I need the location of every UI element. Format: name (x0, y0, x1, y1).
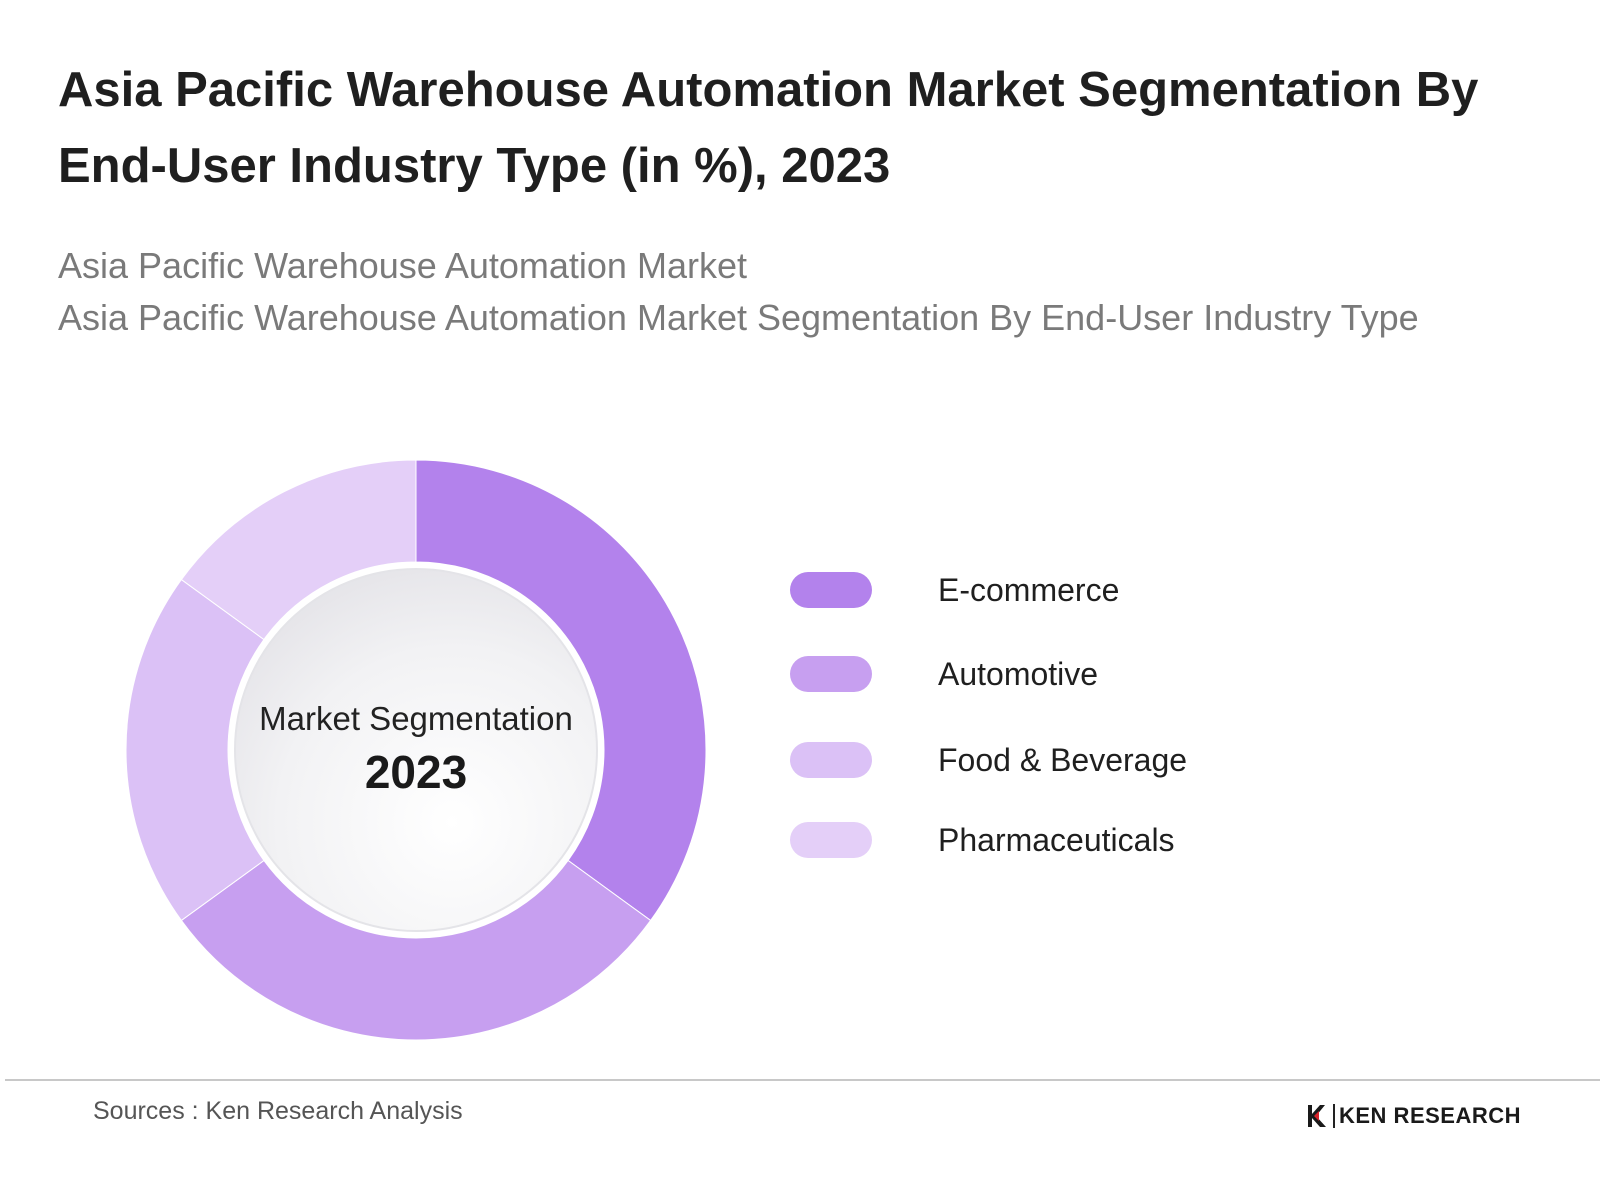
legend-label: Automotive (938, 656, 1099, 692)
subtitle-line-2: Asia Pacific Warehouse Automation Market… (58, 297, 1419, 338)
legend-item-food-beverage[interactable]: Food & Beverage (790, 740, 1390, 780)
legend-swatch (790, 656, 872, 692)
legend-item-automotive[interactable]: Automotive (790, 654, 1390, 694)
center-disc (234, 568, 598, 932)
legend-swatch (790, 822, 872, 858)
legend-swatch (790, 742, 872, 778)
source-note: Sources : Ken Research Analysis (93, 1097, 463, 1125)
center-label: Market Segmentation (259, 700, 573, 737)
footer-divider (5, 1079, 1600, 1081)
chart-subtitle: Asia Pacific Warehouse Automation Market… (58, 240, 1458, 344)
donut-slices (125, 459, 707, 1041)
legend-label: Pharmaceuticals (938, 822, 1175, 858)
center-year: 2023 (365, 746, 467, 798)
legend-item-pharmaceuticals[interactable]: Pharmaceuticals (790, 820, 1390, 860)
brand-logo: KEN RESEARCH (1305, 1098, 1521, 1134)
brand-separator (1333, 1104, 1335, 1128)
legend-item-e-commerce[interactable]: E-commerce (790, 570, 1390, 610)
subtitle-line-1: Asia Pacific Warehouse Automation Market (58, 245, 747, 286)
legend-label: E-commerce (938, 572, 1120, 608)
legend-swatch (790, 572, 872, 608)
donut-chart: Market Segmentation 2023 (125, 459, 707, 1041)
brand-name: KEN RESEARCH (1339, 1103, 1522, 1128)
ken-research-logo-icon (1308, 1105, 1326, 1127)
slice-pharmaceuticals[interactable] (180, 459, 417, 641)
chart-title: Asia Pacific Warehouse Automation Market… (58, 63, 1479, 193)
legend-label: Food & Beverage (938, 742, 1188, 778)
